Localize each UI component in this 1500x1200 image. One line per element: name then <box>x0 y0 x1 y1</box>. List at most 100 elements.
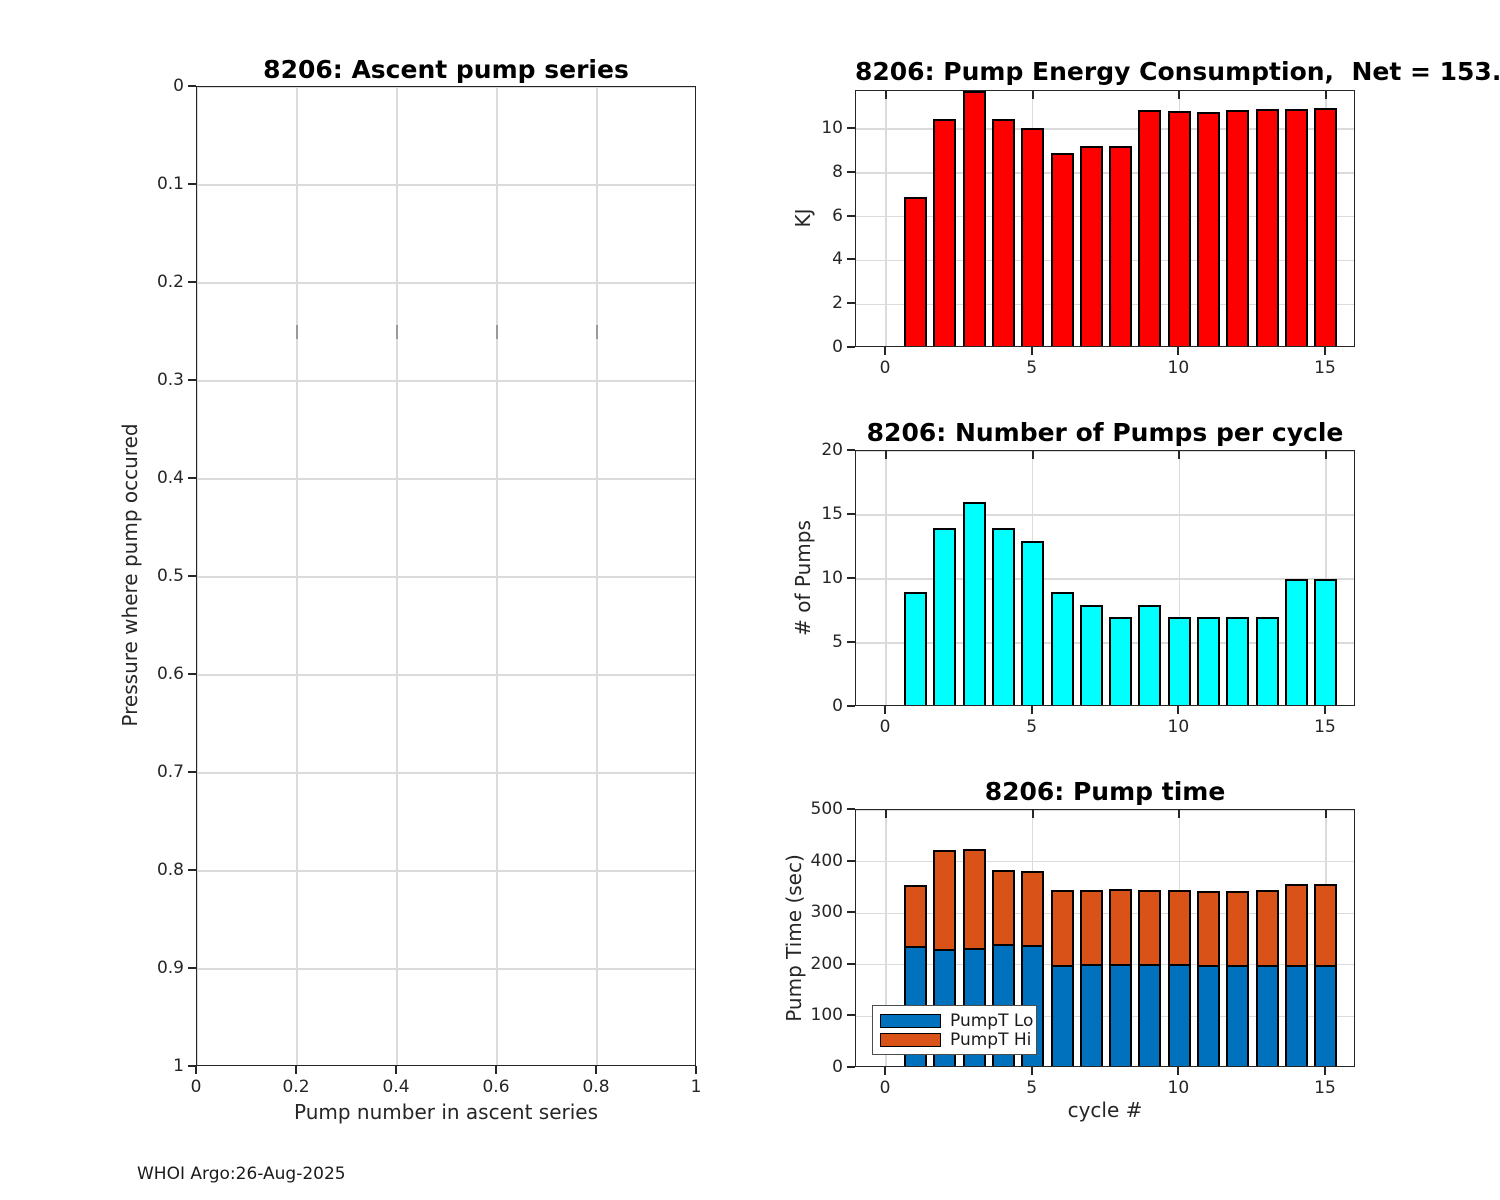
bar-time-hi-14 <box>1285 883 1309 965</box>
axis-tick-x <box>1177 1067 1180 1075</box>
axis-tick-x <box>195 1066 197 1074</box>
bar-energy-10 <box>1167 111 1191 346</box>
x-tick-label: 15 <box>1314 717 1336 737</box>
axis-tick-y <box>847 214 855 217</box>
x-tick-label: 0.8 <box>582 1077 610 1097</box>
axis-tick-y <box>188 869 196 871</box>
plot-area-ascent <box>196 86 696 1066</box>
stray-tick-mark <box>396 325 398 339</box>
gridline-v <box>1325 451 1327 705</box>
bar-pumps-10 <box>1167 617 1191 705</box>
y-tick-label: 10 <box>821 568 843 588</box>
axis-tick-y <box>847 577 855 579</box>
gridline-h <box>856 128 1354 130</box>
axis-tick-top <box>1324 810 1327 818</box>
y-tick-label: 0 <box>173 76 184 96</box>
bar-pumps-4 <box>991 527 1015 705</box>
bar-time-hi-1 <box>903 884 927 946</box>
bar-pumps-1 <box>903 591 927 705</box>
gridline-h <box>856 642 1354 644</box>
gridline-h <box>856 912 1354 914</box>
axis-tick-top <box>1031 91 1034 99</box>
bar-time-lo-8 <box>1109 964 1133 1066</box>
axis-tick-y <box>847 808 855 810</box>
time-ylabel: Pump Time (sec) <box>782 854 806 1022</box>
x-tick-label: 0 <box>879 717 891 737</box>
axis-tick-x <box>884 706 886 714</box>
gridline-h <box>856 578 1354 580</box>
gridline-h <box>856 451 1354 452</box>
axis-tick-x <box>1323 706 1326 714</box>
axis-tick-top <box>1031 810 1034 818</box>
axis-tick-y <box>847 346 855 348</box>
y-tick-label: 8 <box>832 161 843 182</box>
axis-tick-x <box>495 1066 497 1074</box>
stray-tick-mark <box>296 325 298 339</box>
axis-tick-top <box>1031 451 1034 459</box>
y-tick-label: 4 <box>832 249 843 270</box>
axis-tick-y <box>847 127 855 130</box>
x-tick-label: 0.6 <box>482 1077 510 1097</box>
gridline-h <box>197 968 695 970</box>
x-tick-label: 0 <box>879 1078 891 1098</box>
y-tick-label: 1 <box>173 1056 184 1076</box>
gridline-h <box>856 215 1354 218</box>
y-tick-label: 6 <box>832 205 843 226</box>
x-tick-label: 15 <box>1314 358 1336 378</box>
axis-tick-y <box>847 911 855 914</box>
axis-tick-top <box>885 451 887 459</box>
y-tick-label: 0 <box>832 337 843 357</box>
gridline-v <box>197 87 198 1065</box>
axis-tick-x <box>1030 1067 1033 1075</box>
bar-energy-13 <box>1255 108 1279 346</box>
bar-pumps-8 <box>1109 617 1133 705</box>
axis-tick-y <box>188 477 196 479</box>
bar-pumps-5 <box>1021 540 1045 705</box>
axis-tick-y <box>847 258 855 261</box>
axis-tick-x <box>1030 347 1033 355</box>
axis-tick-top <box>885 91 887 99</box>
axis-tick-y <box>188 183 196 185</box>
axis-tick-top <box>1178 810 1181 818</box>
axis-tick-y <box>847 641 855 643</box>
x-tick-label: 0 <box>190 1077 202 1097</box>
y-tick-label: 300 <box>810 902 843 923</box>
bar-energy-14 <box>1285 108 1309 346</box>
gridline-v <box>296 87 298 1065</box>
x-tick-label: 10 <box>1167 717 1190 737</box>
axis-tick-y <box>188 771 196 773</box>
axis-tick-top <box>1178 451 1181 459</box>
time-xlabel: cycle # <box>1067 1098 1143 1122</box>
bar-energy-4 <box>991 119 1015 346</box>
axis-tick-y <box>188 673 196 675</box>
axis-tick-y <box>188 281 196 283</box>
bar-time-lo-14 <box>1285 964 1309 1066</box>
stray-tick-mark <box>596 325 598 339</box>
gridline-h <box>197 380 695 382</box>
axis-tick-y <box>847 705 855 707</box>
bar-time-hi-5 <box>1021 871 1045 946</box>
axis-tick-x <box>695 1066 697 1074</box>
gridline-h <box>197 184 695 186</box>
gridline-h <box>856 303 1354 305</box>
y-tick-label: 0.3 <box>156 370 184 390</box>
axis-tick-x <box>1323 1067 1326 1075</box>
bar-energy-8 <box>1109 146 1133 346</box>
bar-time-lo-7 <box>1079 964 1103 1066</box>
y-tick-label: 500 <box>810 799 843 819</box>
axis-tick-x <box>1323 347 1326 355</box>
bar-pumps-9 <box>1138 604 1162 705</box>
bar-energy-2 <box>933 119 957 346</box>
axis-tick-x <box>884 347 886 355</box>
y-tick-label: 0.9 <box>156 958 184 978</box>
bar-pumps-3 <box>962 502 986 705</box>
bar-time-lo-9 <box>1138 964 1162 1066</box>
bar-energy-6 <box>1050 153 1074 346</box>
bar-time-hi-2 <box>933 849 957 949</box>
axis-tick-x <box>395 1066 397 1074</box>
axis-tick-top <box>885 810 887 818</box>
axis-tick-y <box>188 575 196 577</box>
bar-time-hi-15 <box>1314 884 1338 965</box>
bar-time-hi-6 <box>1050 890 1074 965</box>
bar-energy-1 <box>903 196 927 346</box>
